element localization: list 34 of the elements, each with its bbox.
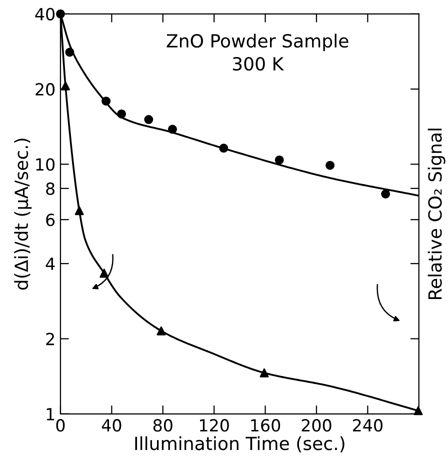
y-tick-label: 2: [46, 332, 54, 346]
y-tick-label: 4: [46, 258, 55, 270]
y-tick-label: 6: [46, 214, 55, 226]
point: [65, 48, 74, 57]
point: [102, 96, 111, 106]
point: [326, 160, 335, 170]
point: [414, 406, 423, 416]
x-tick-label: 160: [251, 419, 280, 432]
y-tick-label: 20: [36, 83, 55, 96]
point: [56, 9, 65, 18]
x-tick-label: 200: [302, 419, 332, 432]
x-tick-label: 120: [200, 419, 229, 432]
point: [168, 124, 177, 134]
y-tick-label: 8: [46, 182, 54, 195]
point: [381, 189, 390, 198]
y2-axis-title: Relative CO₂ Signal: [428, 128, 446, 300]
x-tick-label: 40: [102, 419, 122, 432]
point: [60, 81, 70, 90]
point: [260, 368, 269, 378]
x-axis-title: Illumination Time (sec.): [135, 436, 344, 452]
point: [274, 155, 284, 164]
y-axis-title: d(Δi)/dt (μA/sec.): [14, 138, 32, 290]
y-tick-label: 10: [36, 158, 55, 171]
point: [219, 144, 228, 153]
point: [74, 206, 84, 216]
x-tick-label: 80: [153, 419, 172, 432]
y-tick-label: 40: [35, 8, 55, 20]
x-tick-label: 240: [352, 419, 382, 432]
text: ZnO Powder Sample 300 K: [166, 34, 348, 71]
x-tick-label: 0: [56, 419, 65, 432]
point: [117, 109, 126, 118]
point: [156, 326, 166, 336]
y-tick-label: 1: [46, 408, 54, 420]
point: [144, 115, 154, 124]
